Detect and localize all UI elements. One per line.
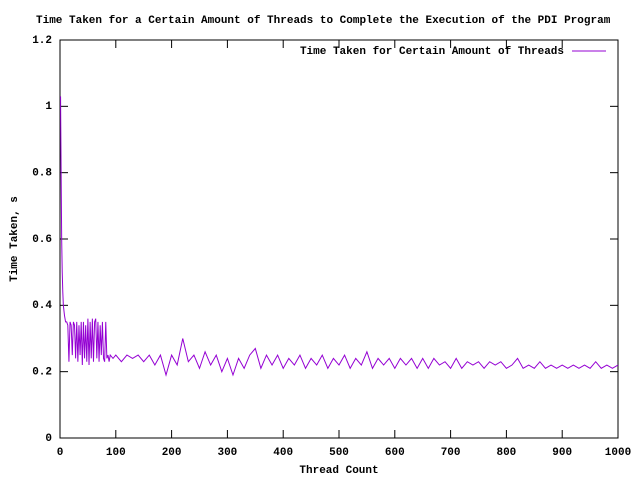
x-axis-label: Thread Count (299, 465, 378, 477)
plot-border (59, 39, 619, 439)
chart-title: Time Taken for a Certain Amount of Threa… (36, 15, 611, 27)
x-tick-label: 300 (217, 447, 237, 459)
y-tick-label: 1 (45, 101, 52, 113)
y-tick-label: 1.2 (32, 35, 52, 47)
x-tick-label: 400 (273, 447, 293, 459)
data-line (60, 96, 619, 377)
x-tick-label: 600 (385, 447, 405, 459)
y-tick-label: 0 (45, 433, 52, 445)
y-tick-label: 0.6 (32, 234, 52, 246)
y-tick-label: 0.4 (32, 300, 52, 312)
x-tick-label: 700 (441, 447, 461, 459)
legend-label: Time Taken for Certain Amount of Threads (300, 46, 564, 58)
y-axis-label: Time Taken, s (9, 196, 21, 282)
y-tick-label: 0.2 (32, 367, 52, 379)
x-tick-label: 200 (162, 447, 182, 459)
x-tick-label: 0 (57, 447, 64, 459)
x-tick-label: 800 (496, 447, 516, 459)
x-tick-label: 1000 (605, 447, 631, 459)
x-tick-label: 100 (106, 447, 126, 459)
x-tick-label: 500 (329, 447, 349, 459)
x-tick-label: 900 (552, 447, 572, 459)
y-tick-label: 0.8 (32, 168, 52, 180)
